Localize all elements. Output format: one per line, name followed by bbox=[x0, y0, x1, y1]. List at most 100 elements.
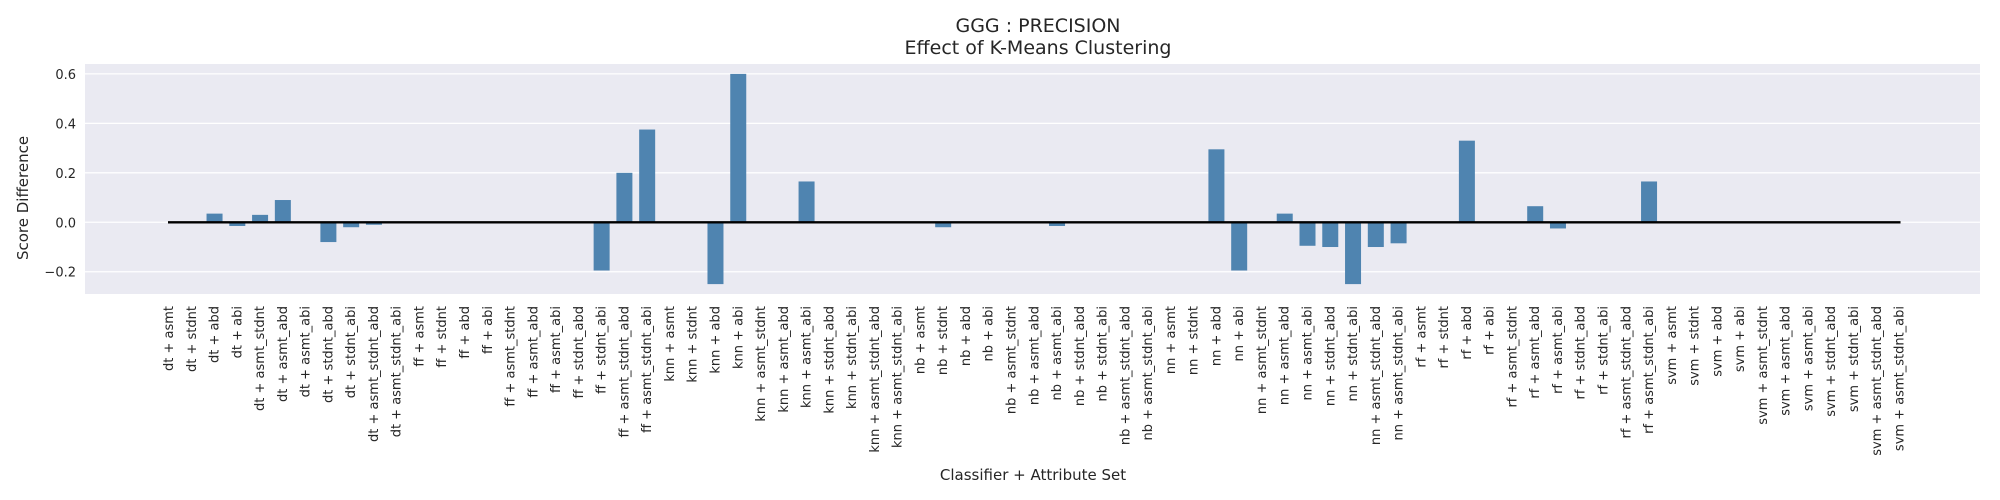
bar bbox=[252, 214, 269, 223]
x-axis-label: Classifier + Attribute Set bbox=[940, 466, 1126, 484]
x-tick-labels: dt + asmt dt + stdnt dt + abd dt + abi dt + … bbox=[162, 306, 1908, 456]
x-tick-label: knn + abi bbox=[731, 306, 746, 369]
bar bbox=[730, 73, 747, 223]
x-tick-label: ff + stdnt bbox=[435, 306, 450, 368]
x-tick-label: dt + asmt_abd bbox=[276, 306, 291, 402]
bar bbox=[1367, 222, 1384, 248]
x-tick-label: svm + stdnt_abd bbox=[1824, 306, 1839, 417]
x-tick-label: nb + asmt_stdnt_abd bbox=[1118, 306, 1133, 445]
x-tick-label: svm + asmt_abd bbox=[1779, 306, 1794, 416]
x-tick-label: rf + abi bbox=[1483, 306, 1498, 355]
x-tick-label: knn + asmt bbox=[663, 306, 678, 382]
bar bbox=[1276, 213, 1293, 223]
bar bbox=[935, 222, 952, 228]
x-tick-label: nn + asmt_abi bbox=[1301, 306, 1316, 400]
bar bbox=[1549, 222, 1566, 229]
x-tick-label: rf + asmt_abi bbox=[1551, 306, 1566, 394]
x-tick-label: dt + abi bbox=[230, 306, 245, 358]
x-tick-label: ff + abd bbox=[458, 306, 473, 359]
x-tick-label: ff + asmt_abd bbox=[526, 306, 541, 398]
x-tick-label: rf + asmt_stdnt_abd bbox=[1619, 306, 1634, 439]
x-tick-label: nb + asmt_stdnt_abi bbox=[1141, 306, 1156, 440]
bar bbox=[365, 222, 382, 225]
bar bbox=[206, 213, 223, 223]
x-tick-label: rf + asmt_stdnt_abi bbox=[1642, 306, 1657, 434]
x-tick-label: dt + stdnt_abd bbox=[321, 306, 336, 403]
bar bbox=[1641, 181, 1658, 223]
x-tick-label: ff + stdnt_abd bbox=[572, 306, 587, 399]
x-tick-label: rf + asmt_abd bbox=[1528, 306, 1543, 399]
x-tick-label: rf + abd bbox=[1460, 306, 1475, 360]
x-tick-label: nn + asmt_stdnt bbox=[1255, 306, 1270, 414]
x-tick-label: dt + stdnt_abi bbox=[344, 306, 359, 398]
x-tick-label: ff + asmt bbox=[412, 306, 427, 367]
bar bbox=[1345, 222, 1362, 285]
x-tick-label: knn + abd bbox=[708, 306, 723, 374]
x-tick-label: knn + asmt_stdnt bbox=[754, 306, 769, 422]
bar bbox=[343, 222, 360, 228]
x-tick-label: dt + asmt_stdnt_abd bbox=[367, 306, 382, 442]
x-tick-label: dt + asmt bbox=[162, 306, 177, 371]
bar bbox=[707, 222, 724, 285]
bar bbox=[1322, 222, 1339, 248]
bar bbox=[593, 222, 610, 271]
x-tick-label: nb + stdnt bbox=[936, 306, 951, 375]
x-tick-label: nb + asmt_abd bbox=[1027, 306, 1042, 405]
y-axis-label: Score Difference bbox=[14, 136, 32, 260]
x-tick-label: nb + asmt_stdnt bbox=[1004, 306, 1019, 414]
x-tick-label: svm + asmt_abi bbox=[1801, 306, 1816, 411]
x-tick-label: nn + stdnt bbox=[1187, 306, 1202, 375]
bar bbox=[1390, 222, 1407, 244]
x-tick-label: ff + asmt_stdnt bbox=[504, 306, 519, 407]
y-tick-labels: −0.2 0.0 0.2 0.4 0.6 bbox=[44, 68, 76, 281]
x-tick-label: nn + asmt_stdnt_abi bbox=[1392, 306, 1407, 440]
x-tick-label: rf + asmt bbox=[1414, 306, 1429, 368]
x-tick-label: knn + stdnt bbox=[686, 306, 701, 383]
x-tick-label: svm + asmt_stdnt_abi bbox=[1893, 306, 1908, 451]
x-tick-label: rf + stdnt bbox=[1437, 306, 1452, 369]
x-tick-label: rf + stdnt_abd bbox=[1574, 306, 1589, 400]
x-tick-label: nn + abd bbox=[1209, 306, 1224, 366]
x-tick-label: rf + asmt_stdnt bbox=[1505, 306, 1520, 408]
bar bbox=[1049, 222, 1066, 226]
x-tick-label: ff + asmt_stdnt_abi bbox=[640, 306, 655, 433]
y-tick-label: 0.2 bbox=[55, 167, 76, 182]
x-tick-label: knn + stdnt_abi bbox=[845, 306, 860, 409]
x-tick-label: knn + asmt_abd bbox=[777, 306, 792, 413]
bar bbox=[639, 129, 656, 223]
x-tick-label: nn + stdnt_abi bbox=[1346, 306, 1361, 401]
x-tick-label: dt + asmt_abi bbox=[299, 306, 314, 397]
x-tick-label: svm + stdnt bbox=[1688, 306, 1703, 386]
bar bbox=[229, 222, 246, 226]
x-tick-label: nn + asmt_stdnt_abd bbox=[1369, 306, 1384, 445]
x-tick-label: ff + abi bbox=[481, 306, 496, 354]
bar bbox=[274, 200, 291, 223]
x-tick-label: svm + abd bbox=[1710, 306, 1725, 377]
x-tick-label: knn + asmt_stdnt_abi bbox=[891, 306, 906, 448]
y-tick-label: −0.2 bbox=[44, 266, 76, 281]
x-tick-label: dt + stdnt bbox=[185, 306, 200, 372]
bar bbox=[1527, 206, 1544, 223]
x-tick-label: nb + abd bbox=[959, 306, 974, 366]
chart-title: GGG : PRECISION bbox=[955, 15, 1120, 37]
x-tick-label: svm + abi bbox=[1733, 306, 1748, 372]
x-tick-label: nb + asmt bbox=[913, 306, 928, 374]
y-tick-label: 0.0 bbox=[55, 216, 76, 231]
chart-subtitle: Effect of K-Means Clustering bbox=[905, 37, 1172, 59]
x-tick-label: nn + asmt_abd bbox=[1278, 306, 1293, 405]
y-tick-label: 0.6 bbox=[55, 68, 76, 83]
x-tick-label: dt + asmt_stdnt bbox=[253, 306, 268, 411]
bar bbox=[1299, 222, 1316, 246]
x-tick-label: knn + asmt_abi bbox=[800, 306, 815, 408]
x-tick-label: knn + asmt_stdnt_abd bbox=[868, 306, 883, 453]
x-tick-label: svm + asmt bbox=[1665, 306, 1680, 385]
x-tick-label: nn + asmt bbox=[1164, 306, 1179, 374]
x-tick-label: nb + abi bbox=[982, 306, 997, 361]
x-tick-label: nb + stdnt_abi bbox=[1096, 306, 1111, 401]
x-tick-label: svm + stdnt_abi bbox=[1847, 306, 1862, 412]
x-tick-label: svm + asmt_stdnt_abd bbox=[1870, 306, 1885, 456]
bar bbox=[1458, 140, 1475, 223]
plot-area bbox=[85, 64, 1980, 294]
x-tick-label: rf + stdnt_abi bbox=[1597, 306, 1612, 395]
